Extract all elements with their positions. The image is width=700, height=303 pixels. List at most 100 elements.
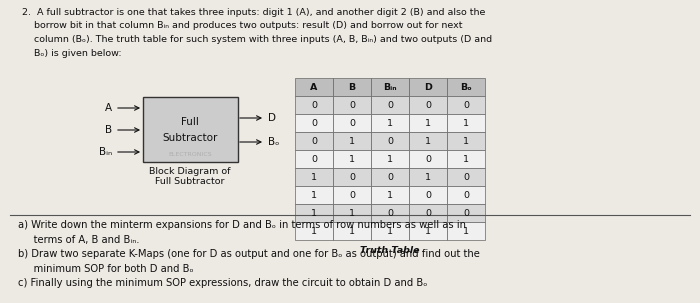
Text: c) Finally using the minimum SOP expressions, draw the circuit to obtain D and B: c) Finally using the minimum SOP express… [18, 278, 428, 288]
Bar [295, 186, 333, 204]
Bar [371, 186, 409, 204]
Text: 0: 0 [349, 101, 355, 109]
Bar [333, 114, 371, 132]
Text: 0: 0 [387, 208, 393, 218]
Bar [409, 186, 447, 204]
Bar [295, 78, 333, 96]
Bar [409, 204, 447, 222]
Bar [371, 150, 409, 168]
Text: Subtractor: Subtractor [162, 133, 218, 143]
Text: terms of A, B and Bᵢₙ.: terms of A, B and Bᵢₙ. [18, 235, 139, 245]
Text: 0: 0 [425, 191, 431, 199]
Text: 1: 1 [387, 191, 393, 199]
Text: 1: 1 [387, 118, 393, 128]
Text: ELECTRONICS: ELECTRONICS [168, 152, 212, 157]
Text: 0: 0 [425, 155, 431, 164]
Text: 1: 1 [463, 155, 469, 164]
Bar [295, 204, 333, 222]
Text: Bᵢₙ: Bᵢₙ [383, 82, 397, 92]
Bar [295, 96, 333, 114]
Text: 1: 1 [311, 227, 317, 235]
Text: 1: 1 [311, 191, 317, 199]
Text: D: D [268, 113, 276, 123]
Bar [143, 97, 238, 162]
Text: b) Draw two separate K-Maps (one for D as output and one for Bₒ as output) and f: b) Draw two separate K-Maps (one for D a… [18, 249, 480, 259]
Bar [409, 150, 447, 168]
Text: minimum SOP for both D and Bₒ: minimum SOP for both D and Bₒ [18, 264, 194, 274]
Text: 1: 1 [463, 136, 469, 145]
Bar [371, 132, 409, 150]
Bar [295, 114, 333, 132]
Text: Bₒ: Bₒ [460, 82, 472, 92]
Bar [409, 168, 447, 186]
Bar [371, 204, 409, 222]
Text: a) Write down the minterm expansions for D and Bₒ in terms of row numbers as wel: a) Write down the minterm expansions for… [18, 220, 466, 230]
Text: 0: 0 [311, 136, 317, 145]
Text: 1: 1 [425, 136, 431, 145]
Bar [371, 78, 409, 96]
Bar [333, 96, 371, 114]
Bar [447, 132, 485, 150]
Text: 1: 1 [463, 118, 469, 128]
Text: 0: 0 [387, 172, 393, 181]
Text: 0: 0 [463, 208, 469, 218]
Text: Full: Full [181, 117, 199, 127]
Text: Bₒ: Bₒ [268, 137, 279, 147]
Bar [295, 132, 333, 150]
Bar [295, 168, 333, 186]
Bar [333, 222, 371, 240]
Text: B: B [349, 82, 356, 92]
Text: A: A [310, 82, 318, 92]
Text: 0: 0 [311, 118, 317, 128]
Bar [447, 114, 485, 132]
Text: 0: 0 [387, 101, 393, 109]
Bar [371, 222, 409, 240]
Bar [295, 222, 333, 240]
Text: 2.  A full subtractor is one that takes three inputs: digit 1 (A), and another d: 2. A full subtractor is one that takes t… [22, 8, 485, 17]
Text: 1: 1 [311, 172, 317, 181]
Text: 1: 1 [425, 118, 431, 128]
Text: 1: 1 [425, 227, 431, 235]
Bar [409, 114, 447, 132]
Text: 1: 1 [349, 208, 355, 218]
Bar [409, 78, 447, 96]
Text: 0: 0 [463, 191, 469, 199]
Bar [371, 168, 409, 186]
Text: 1: 1 [463, 227, 469, 235]
Bar [409, 96, 447, 114]
Bar [371, 114, 409, 132]
Bar [371, 96, 409, 114]
Text: 1: 1 [349, 155, 355, 164]
Bar [409, 132, 447, 150]
Text: column (Bₒ). The truth table for such system with three inputs (A, B, Bᵢₙ) and t: column (Bₒ). The truth table for such sy… [22, 35, 492, 44]
Bar [447, 78, 485, 96]
Bar [447, 186, 485, 204]
Bar [333, 168, 371, 186]
Text: 0: 0 [425, 101, 431, 109]
Bar [333, 204, 371, 222]
Bar [447, 168, 485, 186]
Text: D: D [424, 82, 432, 92]
Text: 0: 0 [387, 136, 393, 145]
Bar [447, 222, 485, 240]
Bar [409, 222, 447, 240]
Bar [447, 204, 485, 222]
Text: 1: 1 [349, 227, 355, 235]
Text: Truth Table: Truth Table [360, 246, 420, 255]
Text: Bₒ) is given below:: Bₒ) is given below: [22, 48, 122, 58]
Text: 0: 0 [349, 172, 355, 181]
Text: 0: 0 [463, 101, 469, 109]
Text: 0: 0 [349, 118, 355, 128]
Text: 0: 0 [463, 172, 469, 181]
Text: A: A [105, 103, 112, 113]
Text: borrow bit in that column Bᵢₙ and produces two outputs: result (D) and borrow ou: borrow bit in that column Bᵢₙ and produc… [22, 22, 463, 31]
Bar [333, 132, 371, 150]
Text: 0: 0 [349, 191, 355, 199]
Text: B: B [105, 125, 112, 135]
Text: 0: 0 [425, 208, 431, 218]
Bar [333, 78, 371, 96]
Text: 1: 1 [349, 136, 355, 145]
Text: Bᵢₙ: Bᵢₙ [99, 147, 112, 157]
Text: Block Diagram of
Full Subtractor: Block Diagram of Full Subtractor [149, 167, 231, 186]
Text: 1: 1 [387, 227, 393, 235]
